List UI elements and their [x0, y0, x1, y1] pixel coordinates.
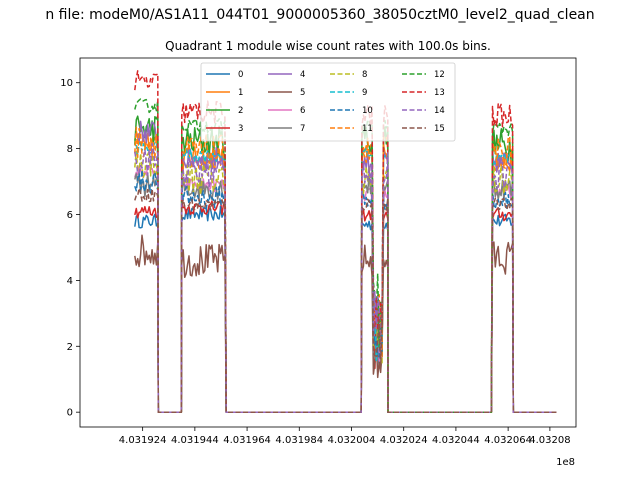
y-tick-label: 8: [67, 144, 73, 155]
series-line-0: [134, 206, 557, 413]
series-layer: [134, 70, 557, 413]
chart-title: Quadrant 1 module wise count rates with …: [165, 39, 491, 53]
legend-label: 11: [362, 124, 373, 134]
x-tick-label: 4.032024: [380, 435, 428, 446]
legend-label: 9: [362, 88, 367, 98]
series-line-5: [134, 234, 557, 413]
legend-label: 1: [238, 88, 243, 98]
x-tick-label: 4.031924: [119, 435, 167, 446]
legend-label: 14: [434, 106, 445, 116]
legend-label: 12: [434, 70, 445, 80]
legend-label: 6: [300, 106, 305, 116]
legend-label: 13: [434, 88, 445, 98]
y-tick-label: 4: [67, 276, 73, 287]
y-tick-label: 0: [67, 408, 73, 419]
x-offset-label: 1e8: [556, 457, 575, 468]
y-axis: 0 2 4 6 8 10: [60, 78, 80, 419]
y-tick-label: 6: [67, 210, 73, 221]
series-line-8: [134, 146, 557, 413]
y-tick-label: 10: [60, 78, 73, 89]
y-tick-label: 2: [67, 342, 73, 353]
plot-frame: [79, 57, 577, 428]
x-tick-label: 4.03208: [529, 435, 570, 446]
x-tick-label: 4.032044: [432, 435, 480, 446]
legend-label: 5: [300, 88, 305, 98]
series-line-15: [134, 187, 557, 413]
legend-label: 7: [300, 124, 305, 134]
figure-suptitle: n file: modeM0/AS1A11_044T01_9000005360_…: [45, 7, 594, 23]
x-tick-label: 4.032004: [328, 435, 376, 446]
legend-label: 10: [362, 106, 373, 116]
series-line-3: [134, 200, 557, 413]
x-tick-label: 4.031944: [171, 435, 219, 446]
legend-label: 2: [238, 106, 243, 116]
legend-label: 8: [362, 70, 367, 80]
legend-label: 0: [238, 70, 243, 80]
legend-box: [200, 62, 456, 142]
x-axis: 4.031924 4.031944 4.031964 4.031984 4.032004…: [119, 427, 571, 446]
legend-label: 15: [434, 124, 445, 134]
x-tick-label: 4.031964: [223, 435, 271, 446]
x-tick-label: 4.032064: [484, 435, 532, 446]
x-tick-label: 4.031984: [275, 435, 323, 446]
legend-label: 3: [238, 124, 243, 134]
legend-label: 4: [300, 70, 305, 80]
